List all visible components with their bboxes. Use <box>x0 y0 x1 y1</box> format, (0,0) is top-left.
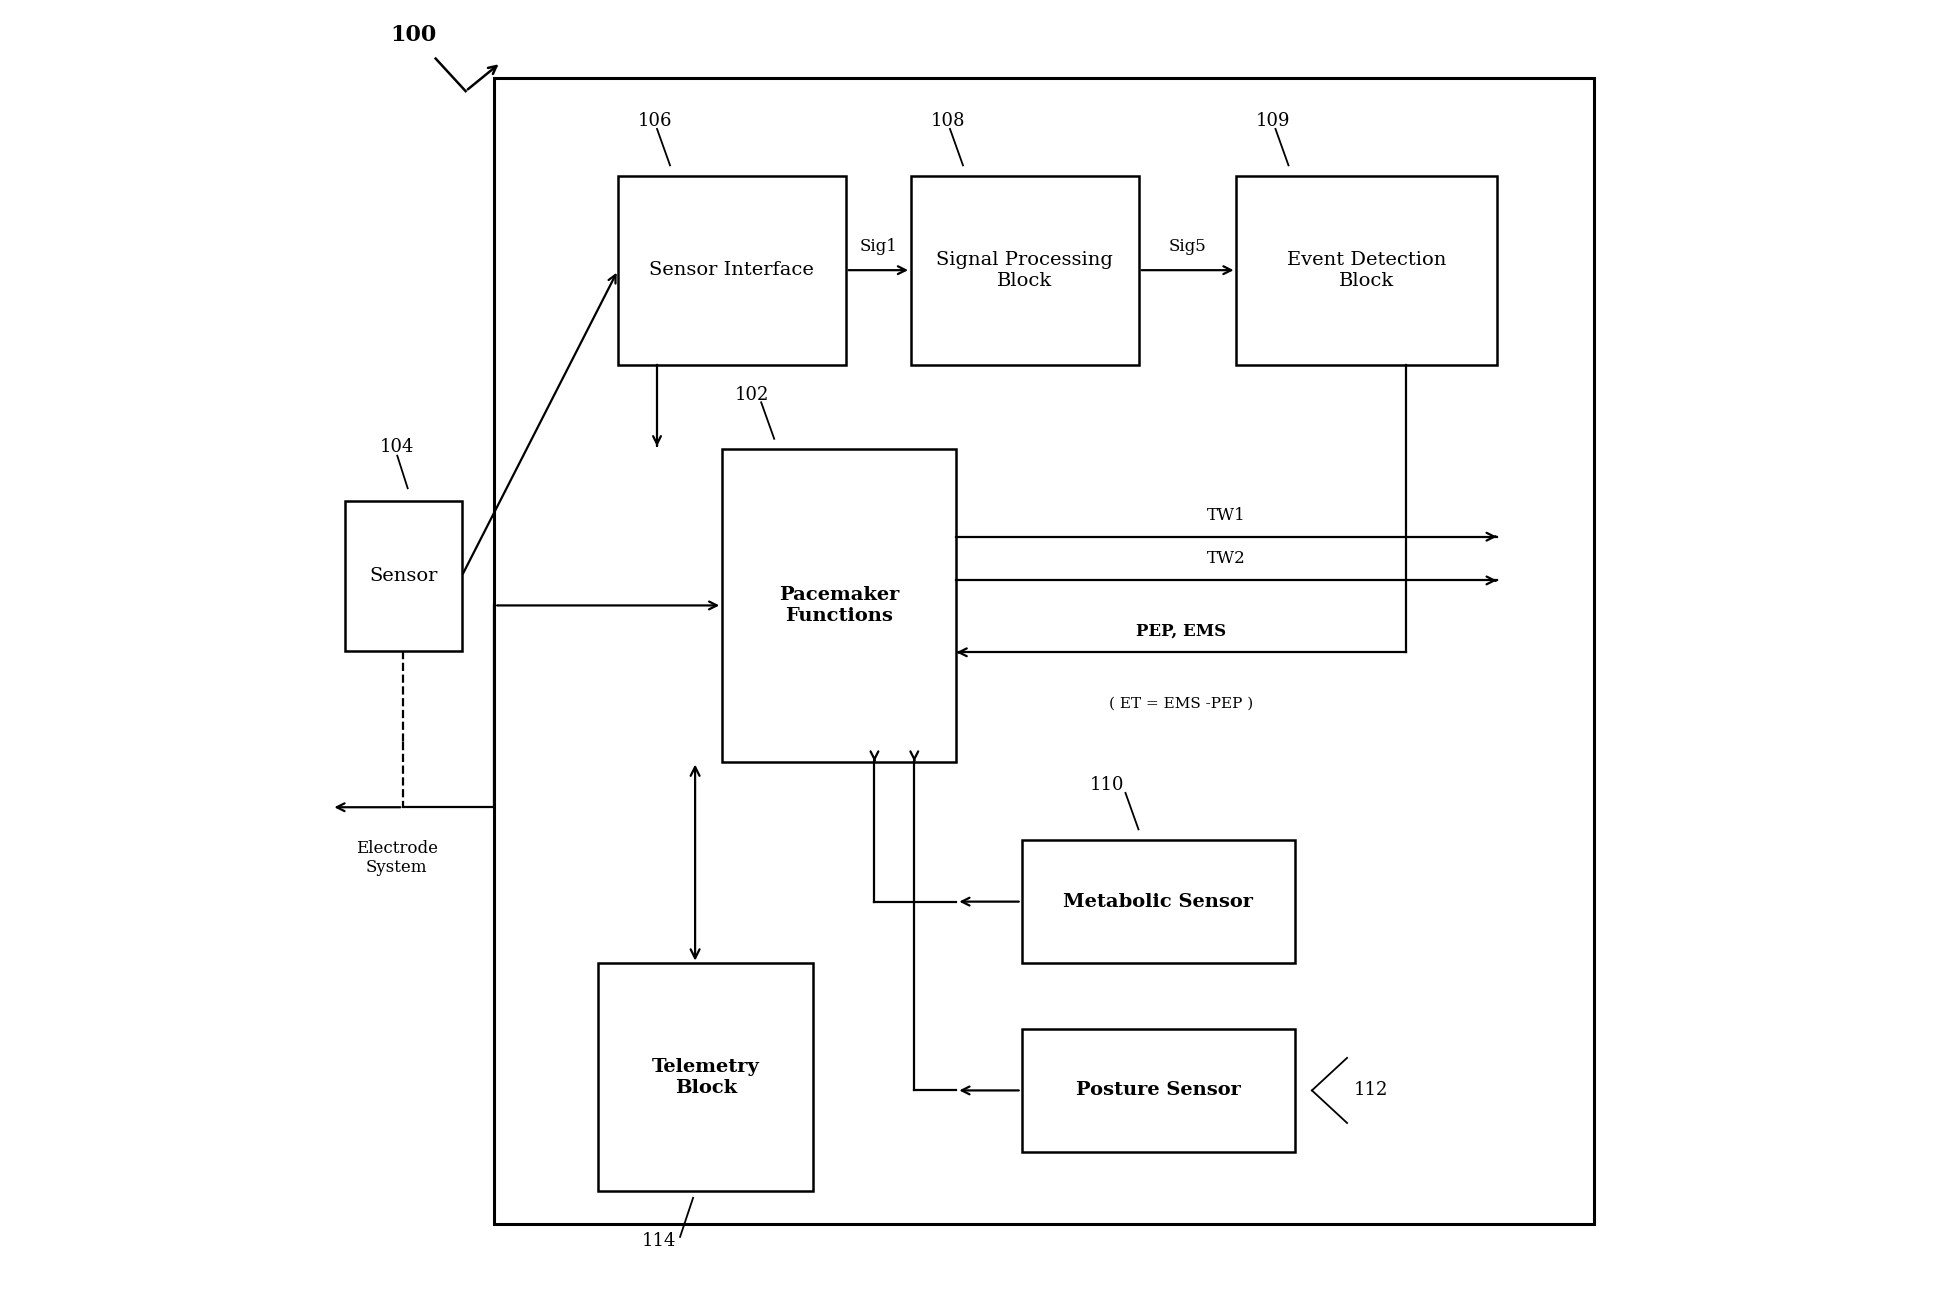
Text: 102: 102 <box>735 385 770 404</box>
Text: 100: 100 <box>390 23 436 46</box>
FancyBboxPatch shape <box>911 176 1138 365</box>
Text: TW1: TW1 <box>1208 506 1247 523</box>
FancyBboxPatch shape <box>1237 176 1497 365</box>
Text: Pacemaker
Functions: Pacemaker Functions <box>779 586 900 625</box>
Text: Sig1: Sig1 <box>859 237 898 255</box>
Text: 104: 104 <box>380 437 415 456</box>
Text: 112: 112 <box>1353 1082 1388 1099</box>
FancyBboxPatch shape <box>721 449 956 762</box>
Text: 108: 108 <box>931 112 966 130</box>
Text: ( ET = EMS -PEP ): ( ET = EMS -PEP ) <box>1109 697 1253 711</box>
Text: 109: 109 <box>1256 112 1291 130</box>
Text: 110: 110 <box>1090 776 1125 794</box>
Text: PEP, EMS: PEP, EMS <box>1136 622 1225 639</box>
FancyBboxPatch shape <box>1022 1029 1295 1152</box>
Text: Sig5: Sig5 <box>1169 237 1206 255</box>
FancyBboxPatch shape <box>494 78 1594 1224</box>
Text: Sensor Interface: Sensor Interface <box>650 262 814 279</box>
FancyBboxPatch shape <box>619 176 845 365</box>
Text: Sensor: Sensor <box>368 568 438 585</box>
FancyBboxPatch shape <box>345 501 461 651</box>
Text: Event Detection
Block: Event Detection Block <box>1287 251 1446 289</box>
Text: Signal Processing
Block: Signal Processing Block <box>937 251 1113 289</box>
Text: Telemetry
Block: Telemetry Block <box>652 1059 760 1096</box>
FancyBboxPatch shape <box>599 963 812 1191</box>
FancyBboxPatch shape <box>1022 840 1295 963</box>
Text: Metabolic Sensor: Metabolic Sensor <box>1063 893 1253 910</box>
Text: 114: 114 <box>642 1232 677 1250</box>
Text: Electrode
System: Electrode System <box>355 840 438 876</box>
Text: TW2: TW2 <box>1208 551 1247 568</box>
Text: Posture Sensor: Posture Sensor <box>1076 1082 1241 1099</box>
Text: 106: 106 <box>638 112 673 130</box>
